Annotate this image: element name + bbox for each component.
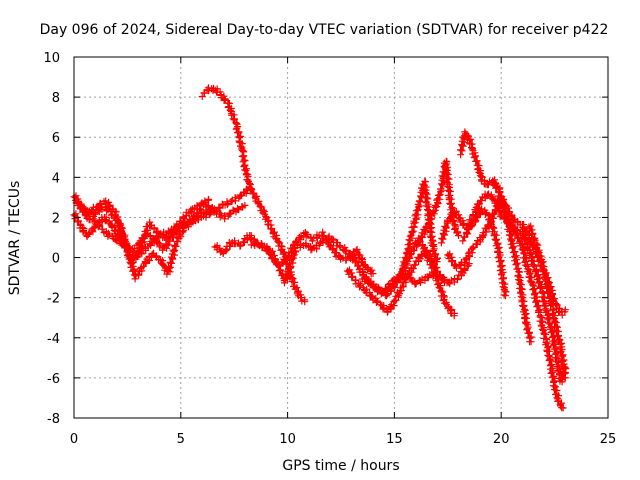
y-axis-label: SDTVAR / TECUs: [7, 181, 23, 296]
x-tick-label: 10: [279, 432, 296, 447]
y-axis-ticks: -8 -6 -4 -2 0 2 4 6 8 10: [43, 51, 608, 427]
x-tick-label: 15: [386, 432, 403, 447]
y-tick-label: 10: [43, 51, 60, 66]
x-tick-label: 25: [600, 432, 617, 447]
y-tick-label: 4: [52, 171, 60, 186]
series-markers: [358, 260, 473, 297]
x-tick-label: 20: [493, 432, 510, 447]
y-tick-label: 2: [52, 211, 60, 226]
x-tick-label: 0: [70, 432, 78, 447]
grid-lines: [74, 57, 608, 418]
y-tick-label: 8: [52, 91, 60, 106]
series-markers: [459, 205, 510, 300]
series-markers: [198, 84, 309, 306]
series-markers: [414, 157, 462, 249]
series-evening-3: [489, 176, 535, 346]
plot-frame: [73, 56, 609, 419]
series-track-4: [76, 197, 249, 267]
y-tick-label: -4: [47, 332, 60, 347]
x-axis-label: GPS time / hours: [282, 458, 399, 474]
y-tick-label: -6: [47, 372, 60, 387]
series-markers: [76, 197, 249, 267]
y-tick-label: 0: [52, 252, 60, 267]
series-evening-2: [459, 205, 510, 300]
x-axis-ticks: 0 5 10 15 20 25: [70, 57, 616, 447]
series-dip-3: [358, 260, 473, 297]
x-tick-label: 5: [177, 432, 185, 447]
series-spike-2: [414, 157, 462, 249]
series-evening-4: [525, 222, 569, 382]
y-tick-label: -2: [47, 292, 60, 307]
chart-title: Day 096 of 2024, Sidereal Day-to-day VTE…: [40, 22, 609, 38]
series-markers: [489, 176, 535, 346]
series-peak-8: [198, 84, 309, 306]
y-tick-label: 6: [52, 131, 60, 146]
series-markers: [525, 222, 569, 382]
y-tick-label: -8: [47, 412, 60, 427]
